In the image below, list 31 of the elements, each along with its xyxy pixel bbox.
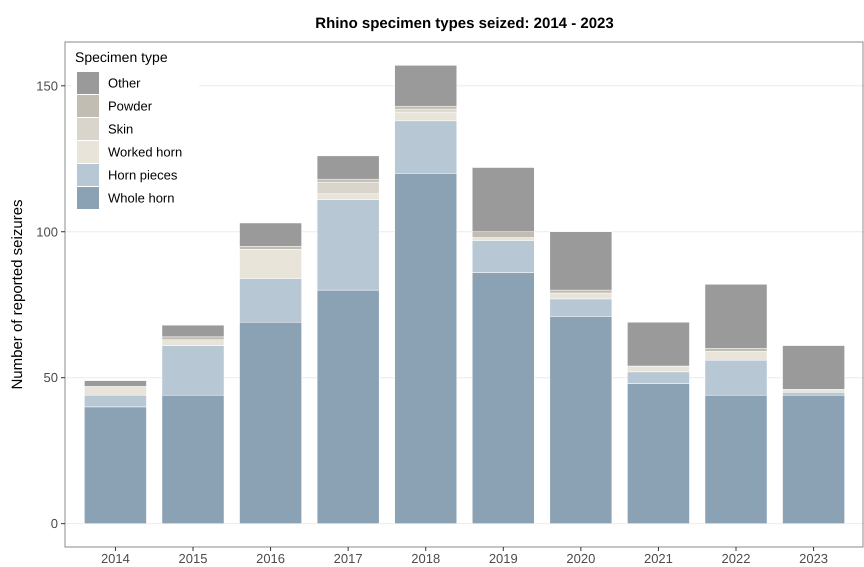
x-tick-label: 2015 bbox=[178, 551, 208, 566]
bar bbox=[704, 284, 768, 349]
legend-label: Skin bbox=[108, 122, 134, 137]
legend-label: Horn pieces bbox=[108, 168, 178, 183]
x-tick-label: 2019 bbox=[488, 551, 518, 566]
legend-label: Other bbox=[108, 76, 142, 91]
bar bbox=[239, 222, 302, 247]
y-tick-label: 50 bbox=[44, 370, 58, 386]
legend-label: Powder bbox=[108, 98, 153, 114]
bar bbox=[162, 324, 224, 338]
legend-label: Worked horn bbox=[108, 144, 182, 160]
bar bbox=[550, 231, 612, 290]
chart-title: Rhino specimen types seized: 2014 - 2023 bbox=[315, 15, 614, 32]
x-tick-label: 2021 bbox=[644, 551, 673, 566]
x-tick-label: 2014 bbox=[100, 551, 130, 566]
legend-label: Whole horn bbox=[108, 190, 174, 206]
y-tick-label: 150 bbox=[36, 78, 58, 94]
bar bbox=[316, 156, 380, 180]
x-tick-label: 2022 bbox=[722, 551, 750, 566]
bar bbox=[394, 65, 457, 106]
y-tick-label: 0 bbox=[50, 516, 58, 532]
y-tick-label: 100 bbox=[36, 224, 58, 240]
x-tick-label: 2016 bbox=[256, 551, 286, 566]
legend-title: Specimen type bbox=[75, 49, 168, 65]
y-axis-title: Number of reported seizures bbox=[9, 199, 26, 390]
x-tick-label: 2020 bbox=[566, 551, 596, 566]
bar bbox=[782, 345, 845, 390]
x-tick-label: 2023 bbox=[799, 551, 828, 566]
x-tick-label: 2017 bbox=[334, 551, 363, 566]
bar bbox=[782, 394, 845, 524]
x-tick-label: 2018 bbox=[411, 551, 440, 566]
